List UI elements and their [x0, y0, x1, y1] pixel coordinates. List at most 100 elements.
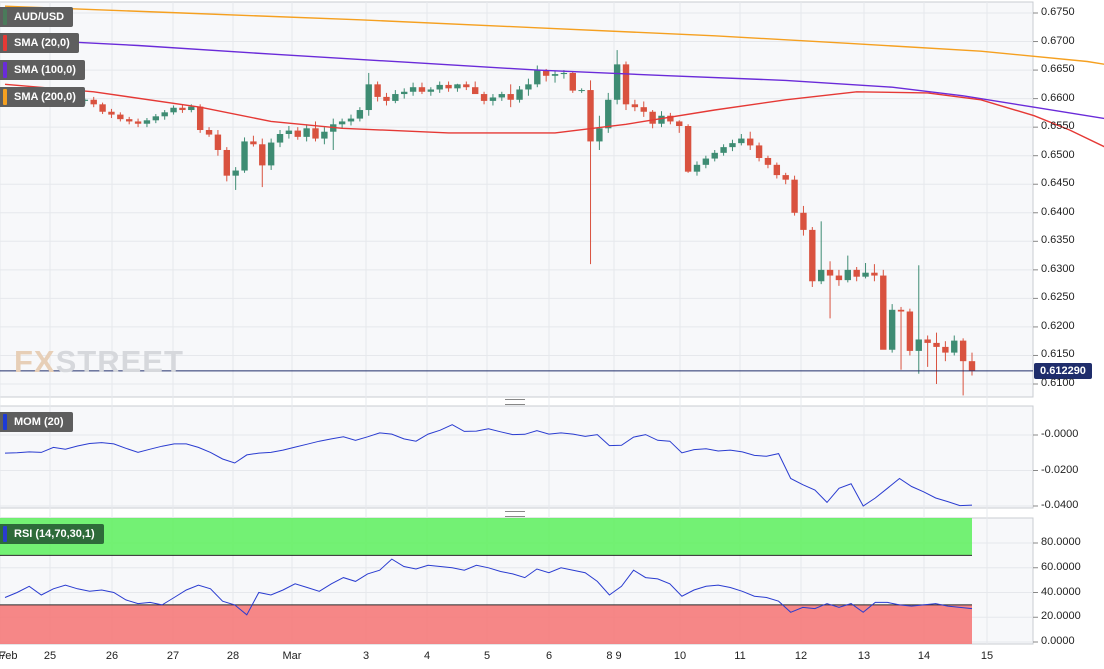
sma20-line — [4, 83, 1104, 148]
sma20-color-marker — [3, 35, 7, 51]
candle-body — [942, 346, 949, 353]
legend-sma20[interactable]: SMA (20,0) — [0, 33, 79, 53]
candle-body — [551, 74, 559, 76]
rsi-y-tick-label: 0.0000 — [1041, 635, 1075, 647]
candle-body — [791, 179, 798, 213]
candle-body — [454, 84, 461, 89]
x-tick-label: 17 — [0, 650, 7, 662]
candle-body — [392, 94, 399, 101]
candle-body — [738, 138, 745, 144]
candle-body — [755, 145, 763, 158]
candle-body — [951, 340, 958, 353]
candle-body — [782, 175, 789, 180]
candle-body — [471, 87, 479, 95]
candle-body — [888, 309, 896, 350]
candle-body — [542, 70, 550, 76]
candle-body — [968, 361, 976, 371]
candle-body — [826, 269, 834, 276]
candle-body — [729, 143, 736, 148]
x-tick-label: 28 — [226, 650, 240, 662]
candle-body — [303, 128, 310, 137]
candle-body — [347, 118, 355, 122]
legend-mom[interactable]: MOM (20) — [0, 412, 73, 432]
candle-body — [906, 311, 914, 351]
candle-body — [285, 130, 293, 135]
candle-body — [250, 141, 257, 145]
fxstreet-watermark: FXSTREET — [14, 344, 184, 379]
x-tick-label: 11 — [734, 650, 746, 662]
candle-body — [959, 340, 967, 362]
candle-body — [560, 72, 568, 75]
candle-body — [312, 128, 319, 139]
x-tick-label: 3 — [362, 650, 370, 662]
x-tick-label: 27 — [166, 650, 180, 662]
price-y-tick-label: 0.6600 — [1041, 91, 1075, 104]
candle-body — [356, 110, 364, 119]
candle-body — [427, 89, 435, 92]
candle-body — [578, 90, 585, 92]
candle-body — [365, 84, 372, 111]
rsi-y-tick-label: 60.0000 — [1041, 560, 1081, 573]
pane-resize-handle-mom[interactable] — [505, 399, 525, 405]
x-tick-label: 5 — [483, 650, 491, 662]
x-tick-label: 12 — [794, 650, 808, 662]
candle-body — [800, 212, 807, 230]
candle-body — [933, 342, 940, 347]
candle-body — [658, 115, 665, 124]
mom-y-tick-label: -0.0000 — [1041, 428, 1079, 440]
mom-line — [4, 424, 973, 507]
rsi-overbought-zone — [0, 518, 972, 556]
candle-body — [871, 272, 878, 276]
x-tick-label: 6 — [545, 650, 553, 662]
candle-body — [205, 130, 213, 135]
candle-body — [480, 94, 488, 101]
x-tick-label: 25 — [43, 650, 57, 662]
rsi-y-tick-label: 80.0000 — [1041, 536, 1081, 548]
candle-body — [622, 64, 630, 105]
mom-color-marker — [3, 414, 7, 430]
price-y-tick-label: 0.6250 — [1041, 291, 1075, 304]
sma200-line — [4, 5, 1104, 65]
legend-pair[interactable]: AUD/USD — [0, 7, 74, 27]
pane-mom — [0, 405, 1034, 509]
rsi-oversold-zone — [0, 604, 972, 644]
candle-body — [152, 116, 160, 121]
candle-body — [569, 72, 576, 91]
legend-sma200[interactable]: SMA (200,0) — [0, 87, 85, 107]
candle-body — [897, 309, 905, 312]
candle-body — [702, 158, 710, 165]
price-y-tick-label: 0.6700 — [1041, 34, 1075, 47]
candle-body — [835, 275, 843, 281]
candle-body — [99, 104, 106, 112]
candle-body — [640, 107, 647, 112]
candle-body — [143, 120, 151, 124]
price-y-tick-label: 0.6200 — [1041, 319, 1075, 332]
candle-body — [196, 106, 204, 131]
candle-body — [817, 269, 825, 282]
legend-rsi[interactable]: RSI (14,70,30,1) — [0, 524, 104, 544]
mom-y-tick-label: -0.0400 — [1041, 499, 1079, 511]
candle-body — [276, 134, 284, 143]
candle-body — [676, 121, 683, 127]
x-tick-label: 26 — [105, 650, 119, 662]
candle-body — [649, 111, 656, 124]
candle-body — [188, 106, 195, 111]
candle-body — [179, 107, 186, 111]
candle-body — [853, 269, 860, 277]
legend-sma100[interactable]: SMA (100,0) — [0, 60, 85, 80]
price-y-tick-label: 0.6500 — [1041, 148, 1075, 161]
candle-body — [516, 89, 523, 100]
pane-resize-handle-rsi[interactable] — [505, 511, 525, 517]
candle-body — [267, 142, 275, 166]
candle-body — [880, 275, 887, 350]
candle-body — [809, 229, 816, 282]
candle-body — [605, 99, 612, 129]
candle-body — [844, 269, 851, 281]
candle-body — [170, 107, 177, 113]
candle-body — [338, 121, 346, 125]
candle-body — [108, 111, 115, 115]
last-price-tag: 0.612290 — [1034, 363, 1092, 379]
candle-body — [374, 84, 381, 97]
candle-body — [418, 87, 426, 92]
candle-body — [294, 130, 301, 137]
